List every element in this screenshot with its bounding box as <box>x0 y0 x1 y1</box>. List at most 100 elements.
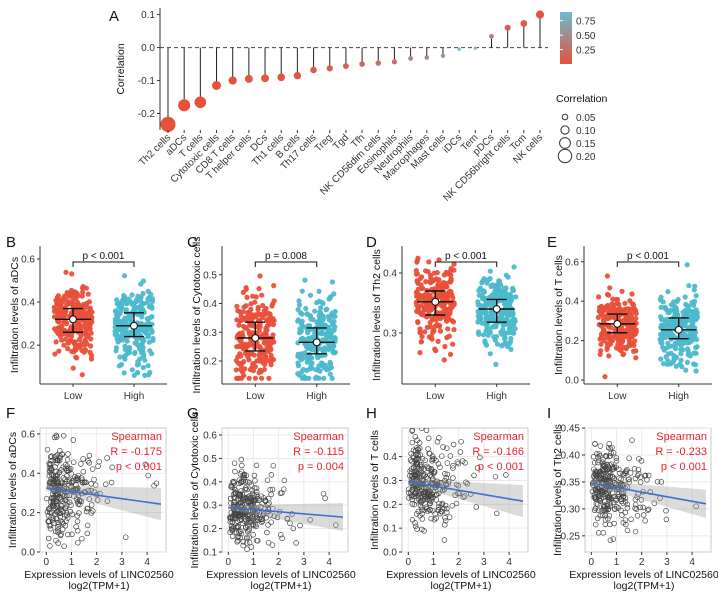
panel-label-f: F <box>6 405 15 422</box>
scatter-point <box>431 468 437 475</box>
scatter-point <box>47 509 53 516</box>
jitter-point <box>509 285 516 291</box>
scatter-point <box>414 461 420 467</box>
jitter-point <box>436 257 442 263</box>
jitter-point <box>658 356 664 362</box>
scatter-point <box>64 457 71 463</box>
jitter-point <box>507 323 513 329</box>
plot-area-a <box>160 8 548 130</box>
scatter-point <box>57 455 63 461</box>
y-tick-label: 0.2 <box>21 341 35 352</box>
scatter-point <box>503 472 509 478</box>
jitter-point <box>122 353 128 359</box>
x-tick-label: 1 <box>431 557 437 568</box>
jitter-point <box>83 304 89 310</box>
significance-bracket <box>616 261 680 267</box>
jitter-point <box>415 319 421 326</box>
jitter-point <box>487 329 493 335</box>
scatter-point <box>78 461 84 467</box>
scatter-points-group <box>43 432 162 549</box>
x-tick-label: High <box>306 391 327 402</box>
jitter-point <box>678 357 684 363</box>
scatter-point <box>47 543 53 549</box>
jitter-point <box>481 289 487 295</box>
scatter-point <box>293 540 299 546</box>
x-tick-label: 1 <box>251 557 257 568</box>
scatter-point <box>46 518 52 525</box>
jitter-point <box>261 366 267 373</box>
lollipop-point <box>293 71 302 80</box>
scatter-point <box>64 512 70 518</box>
scatter-point <box>45 518 52 524</box>
scatter-point <box>78 498 85 505</box>
jitter-point <box>510 317 516 323</box>
lollipop-point <box>194 96 207 109</box>
scatter-point <box>52 511 58 518</box>
size-legend-label: 0.20 <box>576 152 596 163</box>
jitter-point <box>424 303 431 309</box>
jitter-point <box>132 349 138 356</box>
scatter-point <box>618 507 624 514</box>
jitter-point <box>85 291 91 297</box>
jitter-point <box>682 323 688 329</box>
scatter-point <box>240 474 247 481</box>
scatter-point <box>237 490 243 497</box>
jitter-point <box>690 337 696 343</box>
jitter-point <box>604 291 611 298</box>
scatter-point <box>44 446 51 453</box>
x-axis-title: Expression levels of LINC02560 <box>569 569 718 581</box>
median-point <box>251 334 260 342</box>
scatter-point <box>409 517 416 523</box>
y-tick-label: 0.5 <box>203 454 217 465</box>
jitter-point <box>629 291 635 297</box>
scatter-point <box>590 454 597 460</box>
jitter-point <box>441 357 447 363</box>
jitter-point <box>256 286 262 292</box>
scatter-point <box>62 523 69 529</box>
jitter-point <box>234 375 240 381</box>
jitter-point <box>74 355 80 361</box>
jitter-point <box>331 291 337 297</box>
jitter-point <box>608 338 614 344</box>
scatter-point <box>235 537 241 544</box>
stat-text: Spearman <box>656 431 707 443</box>
y-tick-label: 0.4 <box>383 452 397 463</box>
jitter-point <box>502 289 508 295</box>
stat-text: Spearman <box>473 431 524 443</box>
jitter-point <box>56 348 62 354</box>
scatter-point <box>413 469 420 475</box>
jitter-point <box>332 349 338 355</box>
jitter-point <box>510 330 517 336</box>
jitter-point <box>434 292 440 298</box>
jitter-point <box>613 335 620 341</box>
y-tick-label: 0.4 <box>21 298 35 309</box>
scatter-point <box>439 479 445 486</box>
scatter-point <box>473 504 480 510</box>
jitter-point <box>115 334 121 340</box>
jitter-point <box>599 323 605 329</box>
scatter-point <box>234 539 240 545</box>
scatter-point <box>412 488 419 495</box>
jitter-point <box>508 346 514 352</box>
median-point <box>130 321 138 330</box>
scatter-point <box>610 536 617 542</box>
jitter-point <box>604 273 611 279</box>
scatter-point <box>632 528 639 535</box>
jitter-point <box>140 339 146 345</box>
scatter-point <box>431 516 438 523</box>
scatter-point <box>413 511 420 517</box>
scatter-point <box>663 508 669 514</box>
scatter-point <box>240 509 246 516</box>
jitter-point <box>77 313 83 319</box>
y-tick-label: 0.3 <box>203 328 217 339</box>
scatter-point <box>333 522 339 528</box>
jitter-point <box>295 360 301 366</box>
y-tick-label: 0.25 <box>561 531 581 542</box>
lollipop-point <box>244 74 253 83</box>
jitter-point <box>496 278 503 284</box>
jitter-point <box>242 366 248 372</box>
y-tick-label: 0.4 <box>203 299 217 310</box>
jitter-point <box>332 335 338 341</box>
scatter-point <box>58 531 64 538</box>
jitter-point <box>302 350 308 356</box>
